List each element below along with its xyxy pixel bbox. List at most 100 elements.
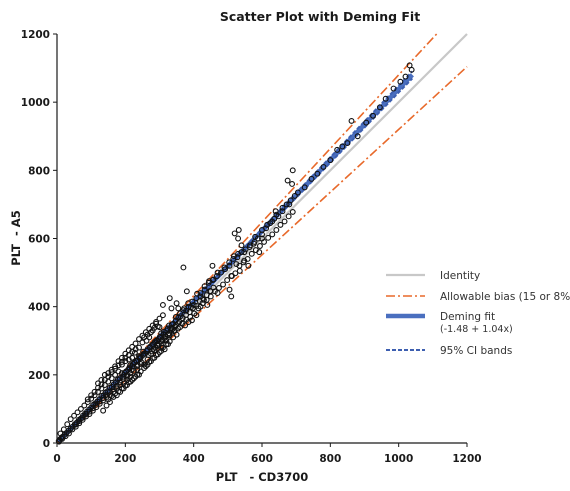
data-point [263, 225, 270, 232]
data-point [140, 350, 147, 357]
data-point [154, 323, 161, 330]
data-point [125, 379, 132, 386]
data-point [168, 305, 175, 312]
data-point [354, 133, 361, 140]
data-point [289, 181, 296, 187]
data-point [199, 300, 206, 307]
data-point [279, 204, 286, 211]
data-point [119, 373, 126, 380]
data-point [93, 404, 100, 411]
data-point [175, 325, 181, 332]
data-point [159, 302, 166, 308]
data-point [83, 411, 89, 418]
data-point [122, 354, 129, 361]
data-point [222, 266, 229, 273]
data-point [273, 227, 280, 233]
data-point [348, 117, 355, 124]
data-point [84, 396, 91, 403]
data-point [205, 279, 212, 286]
data-point [112, 363, 119, 370]
data-point [79, 416, 86, 423]
data-point [279, 208, 286, 215]
data-point [122, 358, 129, 365]
data-point [105, 370, 112, 377]
data-point [166, 332, 173, 339]
data-point [149, 355, 156, 362]
data-point [363, 119, 370, 126]
data-point [113, 382, 120, 389]
data-point [193, 295, 200, 302]
data-point [83, 413, 89, 420]
data-point [254, 235, 261, 242]
data-point [166, 295, 173, 302]
data-point [89, 405, 96, 412]
legend-label-fit: Deming fit [440, 311, 495, 323]
data-point [122, 350, 129, 357]
data-point [146, 358, 153, 365]
data-point [216, 284, 222, 291]
legend-label-ci: 95% CI bands [440, 345, 512, 357]
data-point [183, 316, 190, 323]
data-point [376, 104, 383, 111]
data-point [240, 259, 247, 266]
data-point [108, 366, 115, 373]
data-point [197, 290, 204, 296]
data-point [231, 253, 237, 260]
data-point [161, 346, 168, 353]
data-point [327, 157, 334, 164]
data-point [281, 218, 288, 225]
data-point [287, 197, 294, 204]
data-point [334, 146, 341, 153]
data-point [131, 349, 138, 356]
data-point [67, 416, 74, 423]
data-point [382, 95, 389, 102]
data-point [180, 264, 187, 271]
data-point [234, 254, 241, 261]
data-point [95, 384, 101, 391]
data-point [157, 333, 164, 340]
data-point [408, 66, 415, 73]
data-point [210, 284, 217, 291]
data-point [112, 365, 119, 372]
data-point [79, 414, 86, 421]
data-point [195, 305, 202, 312]
legend-item-identity: Identity [386, 270, 480, 282]
data-point [248, 250, 255, 257]
data-point [162, 336, 169, 343]
x-tick-label: 800 [319, 453, 341, 465]
data-point [228, 293, 235, 300]
data-point [173, 300, 180, 307]
y-tick-label: 800 [28, 165, 50, 177]
data-point [308, 175, 315, 182]
data-point [84, 399, 91, 406]
data-point [151, 324, 158, 331]
data-point [156, 334, 163, 341]
data-point [213, 273, 220, 279]
data-point [228, 273, 235, 279]
data-point [170, 328, 177, 335]
data-point [283, 201, 290, 208]
data-point [218, 269, 224, 276]
data-point [71, 412, 78, 419]
data-point [291, 192, 298, 199]
data-point [252, 247, 259, 254]
legend: Identity Allowable bias (15 or 8%) Deming … [386, 270, 570, 357]
data-point [231, 230, 238, 237]
data-point [285, 213, 292, 220]
data-point [60, 426, 67, 433]
data-point [238, 242, 245, 249]
data-point [132, 373, 139, 380]
data-point [118, 361, 125, 368]
legend-item-bias: Allowable bias (15 or 8%) [386, 291, 570, 303]
data-point [129, 348, 136, 355]
data-point [220, 281, 227, 288]
data-point [72, 421, 79, 428]
data-point [187, 313, 194, 320]
data-point [136, 336, 142, 342]
data-point [148, 329, 154, 336]
data-point [265, 234, 272, 241]
data-point [235, 227, 242, 233]
data-point [209, 277, 216, 284]
data-point [131, 358, 138, 365]
